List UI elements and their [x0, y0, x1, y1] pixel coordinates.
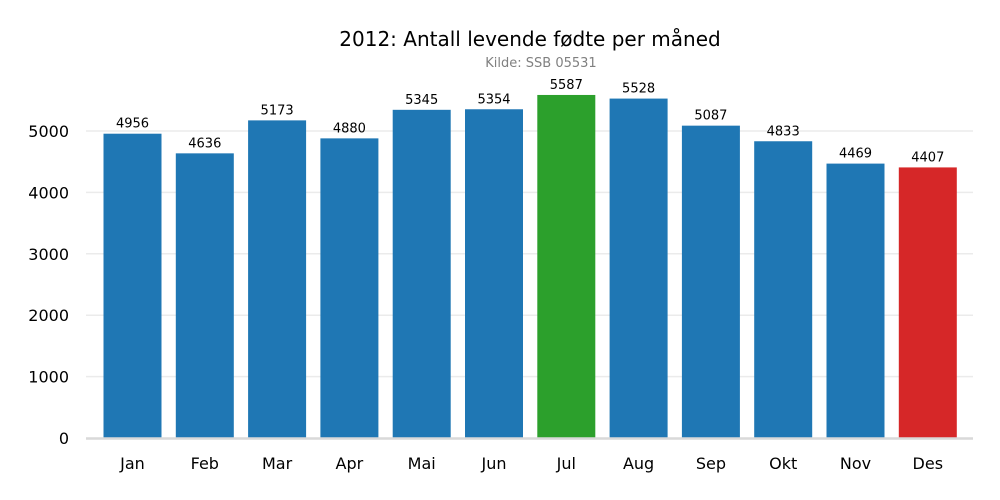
- x-tick-label: Des: [913, 454, 944, 473]
- bar-nov: [826, 163, 885, 438]
- data-label: 5528: [622, 82, 655, 97]
- data-label: 5087: [694, 109, 727, 124]
- bar-des: [898, 167, 957, 438]
- data-label: 4469: [839, 147, 872, 162]
- bar-mai: [392, 109, 451, 438]
- x-tick-label: Apr: [336, 454, 364, 473]
- y-tick-label: 5000: [28, 122, 69, 141]
- data-label: 5354: [477, 92, 510, 107]
- bar-jun: [465, 109, 523, 438]
- bar-jan: [103, 133, 162, 438]
- y-tick-label: 3000: [28, 245, 69, 264]
- bar-jul: [537, 94, 596, 439]
- y-tick-label: 4000: [28, 183, 69, 202]
- chart-title: 2012: Antall levende fødte per måned: [339, 27, 720, 51]
- bar-sep: [681, 125, 740, 438]
- data-label: 4407: [911, 150, 944, 165]
- data-label: 4833: [767, 124, 800, 139]
- data-label: 4956: [116, 117, 149, 132]
- x-tick-label: Jan: [119, 454, 145, 473]
- bar-mar: [248, 120, 307, 438]
- bar-feb: [175, 153, 234, 438]
- y-tick-label: 2000: [28, 306, 69, 325]
- data-label: 4880: [333, 121, 366, 136]
- bar-aug: [609, 98, 668, 438]
- data-label: 5173: [261, 103, 294, 118]
- x-tick-label: Okt: [769, 454, 797, 473]
- x-tick-label: Aug: [623, 454, 654, 473]
- x-tick-label: Mar: [262, 454, 293, 473]
- y-tick-label: 1000: [28, 368, 69, 387]
- x-tick-label: Jul: [556, 454, 576, 473]
- data-label: 5345: [405, 93, 438, 108]
- x-tick-label: Jun: [481, 454, 507, 473]
- data-label: 4636: [188, 136, 221, 151]
- x-tick-label: Sep: [696, 454, 726, 473]
- bar-apr: [320, 138, 379, 439]
- chart-subtitle: Kilde: SSB 05531: [485, 56, 596, 71]
- x-tick-label: Nov: [840, 454, 871, 473]
- x-tick-label: Feb: [191, 454, 219, 473]
- data-label: 5587: [550, 78, 583, 93]
- y-tick-label: 0: [59, 429, 69, 448]
- bar-okt: [754, 141, 813, 439]
- x-tick-label: Mai: [408, 454, 436, 473]
